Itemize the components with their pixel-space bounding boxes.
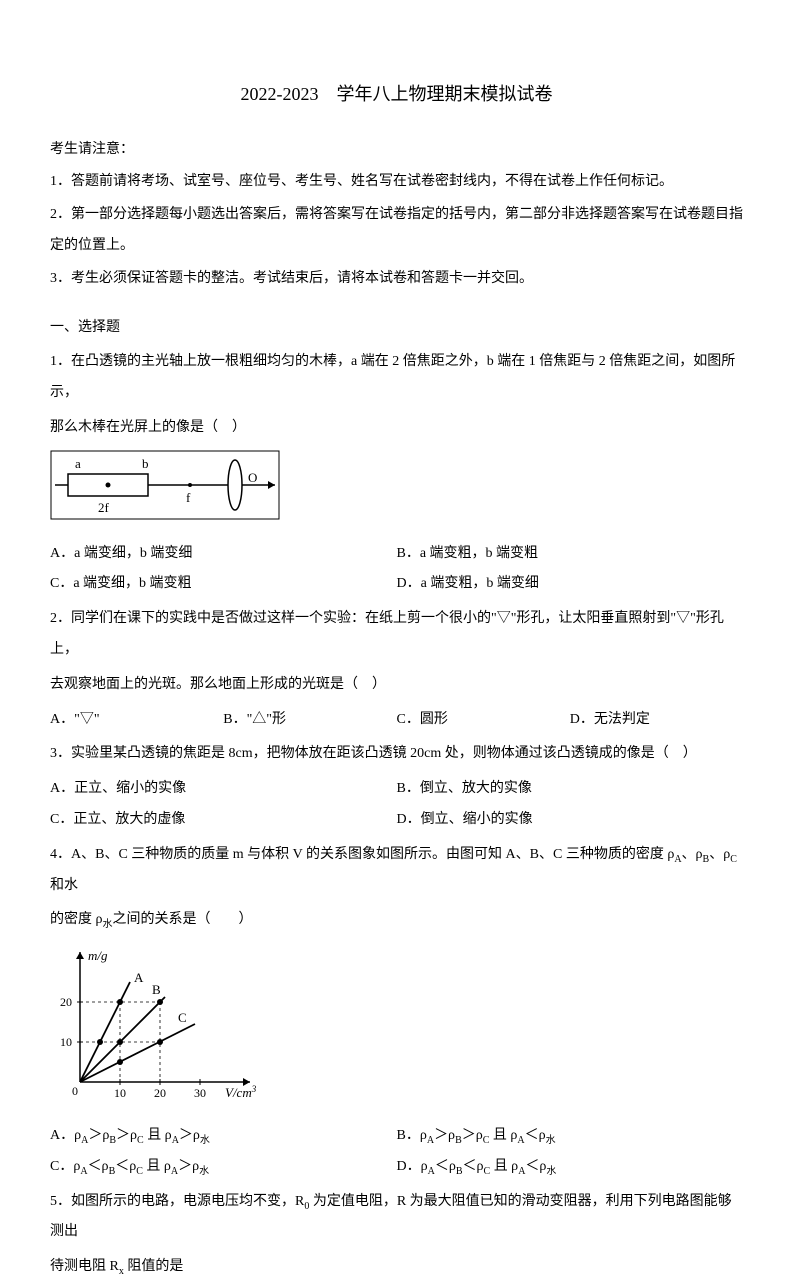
q4-option-d: D．ρA＜ρB＜ρC 且 ρA＜ρ水 [397, 1152, 744, 1183]
q2-option-a: A．"▽" [50, 705, 223, 736]
q4-stem-line2: 的密度 ρ水之间的关系是（ ） [50, 905, 743, 936]
question-3: 3．实验里某凸透镜的焦距是 8cm，把物体放在距该凸透镜 20cm 处，则物体通… [50, 739, 743, 835]
q5-stem-line1: 5．如图所示的电路，电源电压均不变，R0 为定值电阻，R 为最大阻值已知的滑动变… [50, 1187, 743, 1249]
notice-item-3: 3．考生必须保证答题卡的整洁。考试结束后，请将本试卷和答题卡一并交回。 [50, 264, 743, 295]
svg-text:20: 20 [60, 995, 72, 1009]
svg-text:B: B [152, 982, 161, 997]
q5-stem-line2: 待测电阻 Rx 阻值的是 [50, 1252, 743, 1283]
notice-header: 考生请注意： [50, 135, 743, 166]
svg-text:A: A [134, 970, 144, 985]
svg-text:m/g: m/g [88, 948, 108, 963]
notice-item-2: 2．第一部分选择题每小题选出答案后，需将答案写在试卷指定的括号内，第二部分非选择… [50, 200, 743, 262]
svg-text:10: 10 [60, 1035, 72, 1049]
svg-text:10: 10 [114, 1086, 126, 1100]
q4-stem-line1: 4．A、B、C 三种物质的质量 m 与体积 V 的关系图象如图所示。由图可知 A… [50, 840, 743, 902]
q1-option-d: D．a 端变粗，b 端变细 [397, 569, 744, 600]
graph-svg: m/g V/cm3 10 20 10 20 30 0 A B [50, 942, 270, 1102]
question-5: 5．如图所示的电路，电源电压均不变，R0 为定值电阻，R 为最大阻值已知的滑动变… [50, 1187, 743, 1283]
q1-stem-line1: 1．在凸透镜的主光轴上放一根粗细均匀的木棒，a 端在 2 倍焦距之外，b 端在 … [50, 347, 743, 409]
exam-title: 2022-2023 学年八上物理期末模拟试卷 [50, 75, 743, 115]
q2-stem-line1: 2．同学们在课下的实践中是否做过这样一个实验：在纸上剪一个很小的"▽"形孔，让太… [50, 604, 743, 666]
q1-stem-line2: 那么木棒在光屏上的像是（ ） [50, 413, 743, 444]
svg-text:30: 30 [194, 1086, 206, 1100]
q4-option-b: B．ρA＞ρB＞ρC 且 ρA＜ρ水 [397, 1121, 744, 1152]
svg-text:20: 20 [154, 1086, 166, 1100]
svg-text:a: a [75, 456, 81, 471]
q3-stem: 3．实验里某凸透镜的焦距是 8cm，把物体放在距该凸透镜 20cm 处，则物体通… [50, 739, 743, 770]
q2-option-c: C．圆形 [397, 705, 570, 736]
q1-option-a: A．a 端变细，b 端变细 [50, 539, 397, 570]
lens-svg: a b 2f f O [50, 450, 280, 520]
question-4: 4．A、B、C 三种物质的质量 m 与体积 V 的关系图象如图所示。由图可知 A… [50, 840, 743, 1183]
q4-option-c: C．ρA＜ρB＜ρC 且 ρA＞ρ水 [50, 1152, 397, 1183]
q4-graph: m/g V/cm3 10 20 10 20 30 0 A B [50, 942, 743, 1115]
svg-text:0: 0 [72, 1084, 78, 1098]
q3-option-c: C．正立、放大的虚像 [50, 805, 397, 836]
q3-option-b: B．倒立、放大的实像 [397, 774, 744, 805]
svg-text:f: f [186, 490, 191, 505]
svg-text:2f: 2f [98, 500, 110, 515]
q3-option-d: D．倒立、缩小的实像 [397, 805, 744, 836]
svg-text:O: O [248, 470, 257, 485]
q1-option-b: B．a 端变粗，b 端变粗 [397, 539, 744, 570]
q3-option-a: A．正立、缩小的实像 [50, 774, 397, 805]
q2-option-b: B．"△"形 [223, 705, 396, 736]
q1-diagram: a b 2f f O [50, 450, 743, 533]
svg-text:V/cm3: V/cm3 [225, 1084, 257, 1100]
notice-item-1: 1．答题前请将考场、试室号、座位号、考生号、姓名写在试卷密封线内，不得在试卷上作… [50, 167, 743, 198]
q2-option-d: D．无法判定 [570, 705, 743, 736]
question-1: 1．在凸透镜的主光轴上放一根粗细均匀的木棒，a 端在 2 倍焦距之外，b 端在 … [50, 347, 743, 600]
q4-option-a: A．ρA＞ρB＞ρC 且 ρA＞ρ水 [50, 1121, 397, 1152]
svg-text:C: C [178, 1010, 187, 1025]
q2-stem-line2: 去观察地面上的光斑。那么地面上形成的光斑是（ ） [50, 670, 743, 701]
q1-option-c: C．a 端变细，b 端变粗 [50, 569, 397, 600]
question-2: 2．同学们在课下的实践中是否做过这样一个实验：在纸上剪一个很小的"▽"形孔，让太… [50, 604, 743, 735]
section-header: 一、选择题 [50, 313, 743, 344]
svg-text:b: b [142, 456, 149, 471]
